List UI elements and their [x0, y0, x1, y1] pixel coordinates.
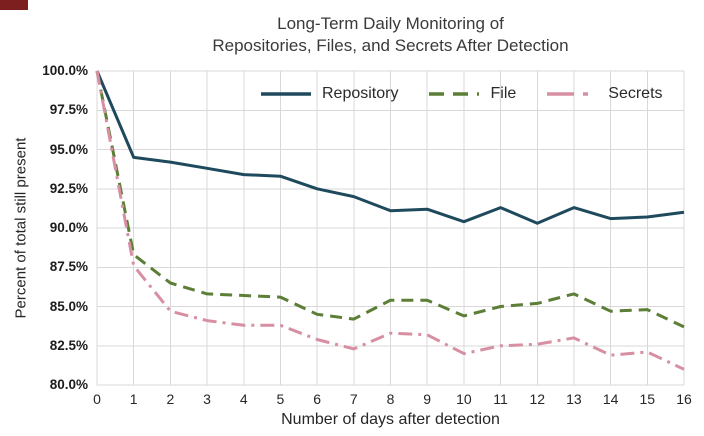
series-line-repository — [95, 70, 685, 225]
x-tick-label: 5 — [276, 391, 285, 407]
legend-item-repository: Repository — [260, 85, 398, 103]
legend-item-file: File — [428, 85, 516, 103]
x-tick-label: 12 — [529, 391, 546, 407]
legend-label: File — [490, 85, 517, 102]
screen-artifact-red — [0, 0, 28, 10]
x-tick-label: 0 — [93, 391, 101, 407]
x-tick-label: 8 — [386, 391, 395, 407]
x-tick-label: 7 — [349, 391, 358, 407]
x-tick-label: 9 — [423, 391, 432, 407]
x-tick-label: 15 — [639, 391, 656, 407]
y-tick-label: 87.5% — [49, 259, 88, 275]
legend-swatch-file-icon — [429, 92, 480, 96]
chart-title-line2: Repositories, Files, and Secrets After D… — [212, 36, 569, 55]
legend-swatch-secrets-icon — [547, 92, 598, 96]
chart-title-line1: Long-Term Daily Monitoring of — [277, 14, 504, 33]
x-tick-label: 13 — [566, 391, 582, 407]
legend-label: Repository — [322, 85, 399, 102]
x-tick-label: 14 — [602, 391, 619, 407]
x-tick-label: 2 — [166, 391, 175, 407]
chart-title: Long-Term Daily Monitoring of Repositori… — [97, 13, 684, 57]
y-tick-label: 85.0% — [49, 298, 88, 314]
y-tick-label: 92.5% — [49, 180, 88, 196]
legend-item-secrets: Secrets — [546, 85, 663, 103]
y-tick-label: 80.0% — [49, 377, 88, 392]
y-tick-label: 82.5% — [49, 337, 88, 353]
x-axis-title: Number of days after detection — [281, 411, 500, 428]
legend-label: Secrets — [608, 85, 663, 102]
series-line-file — [95, 70, 685, 329]
legend: Repository File Secrets — [260, 85, 663, 103]
x-tick-label: 3 — [203, 391, 211, 407]
x-tick-label: 1 — [129, 391, 138, 407]
y-tick-label: 95.0% — [49, 141, 88, 157]
y-tick-label: 100.0% — [42, 63, 88, 78]
series-line-secrets — [95, 70, 685, 371]
y-tick-label: 97.5% — [49, 102, 88, 118]
legend-swatch-repository-icon — [261, 92, 311, 96]
x-tick-label: 10 — [456, 391, 472, 407]
x-tick-label: 11 — [493, 391, 508, 407]
plot-svg — [95, 70, 685, 386]
x-tick-label: 16 — [676, 391, 692, 407]
y-tick-label: 90.0% — [49, 220, 88, 235]
x-tick-label: 4 — [239, 391, 248, 407]
x-tick-label: 6 — [313, 391, 322, 407]
